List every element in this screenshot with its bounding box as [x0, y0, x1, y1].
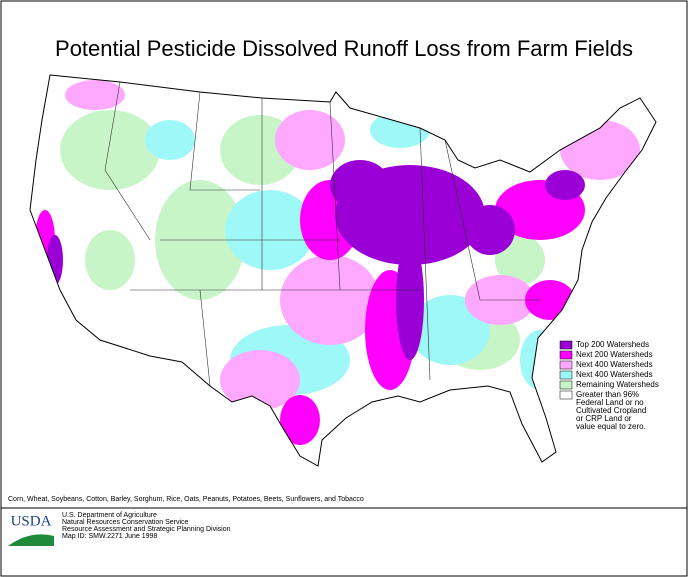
map-title: Potential Pesticide Dissolved Runoff Los… [55, 36, 633, 61]
logo-text: USDA [11, 513, 52, 529]
legend-label: Remaining Watersheds [576, 380, 659, 389]
agency-line: Map ID: SMW.2271 June 1998 [62, 533, 157, 540]
agency-line: U.S. Department of Agriculture [62, 512, 157, 519]
legend-label: Next 400 Watersheds [576, 370, 653, 379]
legend-swatch [559, 340, 573, 350]
legend-swatch [559, 350, 573, 360]
legend-label: Next 200 Watersheds [576, 350, 653, 359]
legend-swatch [559, 380, 573, 390]
agency-line: Natural Resources Conservation Service [62, 519, 189, 526]
legend-label: Greater than 96% [576, 390, 639, 399]
legend-swatch [559, 390, 573, 400]
logo-swoosh [8, 534, 54, 546]
legend-label: value equal to zero. [576, 422, 646, 431]
us-outline [29, 74, 657, 467]
legend-swatch [559, 360, 573, 370]
legend-label: Next 400 Watersheds [576, 360, 653, 369]
crops-note: Corn, Wheat, Soybeans, Cotton, Barley, S… [8, 496, 364, 503]
legend-label: Cultivated Cropland [576, 406, 646, 415]
legend-swatch [559, 370, 573, 380]
legend-label: or CRP Land or [576, 414, 632, 423]
legend-label: Top 200 Watersheds [576, 340, 649, 349]
legend-label: Federal Land or no [576, 398, 644, 407]
agency-line: Resource Assessment and Strategic Planni… [62, 526, 231, 533]
